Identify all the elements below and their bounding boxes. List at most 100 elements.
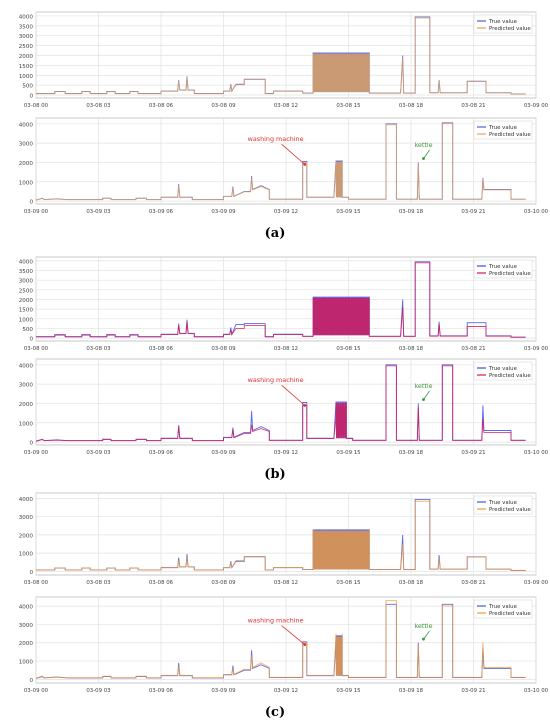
x-tick-label: 03-09 18 — [399, 688, 424, 694]
y-tick-label: 1000 — [19, 317, 34, 323]
y-tick-label: 500 — [22, 84, 33, 90]
series-predicted-value-line — [36, 262, 526, 338]
x-tick-label: 03-08 15 — [336, 103, 360, 109]
x-tick-label: 03-09 12 — [274, 688, 298, 694]
y-tick-label: 3500 — [19, 24, 34, 30]
panel-a-caption: (a) — [264, 226, 286, 241]
annotation-arrowhead — [303, 403, 307, 407]
y-tick-label: 1500 — [19, 308, 34, 314]
y-tick-label: 2000 — [19, 161, 34, 167]
legend-label: Predicted value — [489, 271, 531, 277]
x-tick-label: 03-09 21 — [461, 450, 485, 456]
x-tick-label: 03-09 12 — [274, 450, 298, 456]
x-tick-label: 03-10 00 — [524, 209, 549, 215]
x-tick-label: 03-08 03 — [86, 103, 110, 109]
series-predicted-value-line — [36, 17, 526, 95]
annotation-label: kettle — [414, 141, 432, 149]
x-tick-label: 03-09 18 — [399, 209, 424, 215]
x-tick-label: 03-09 15 — [336, 688, 360, 694]
x-tick-label: 03-08 18 — [399, 580, 424, 586]
x-tick-label: 03-08 00 — [24, 103, 49, 109]
legend-label: Predicted value — [489, 373, 531, 379]
y-tick-label: 2000 — [19, 533, 34, 539]
x-tick-label: 03-09 21 — [461, 688, 485, 694]
y-tick-label: 2500 — [19, 44, 34, 50]
x-tick-label: 03-09 00 — [524, 346, 549, 352]
annotation-label: kettle — [414, 382, 432, 390]
legend-label: True value — [488, 19, 518, 25]
y-tick-label: 1000 — [19, 180, 34, 186]
x-tick-label: 03-09 03 — [86, 209, 110, 215]
x-tick-label: 03-09 00 — [24, 209, 49, 215]
panel-b-bottom-chart: 0 1000 2000 3000 4000 03-09 00 03-09 03 03-09 0… — [19, 358, 549, 456]
panel-a: 0 500 1000 1500 2000 2500 3000 3500 4000 03-08 00… — [0, 0, 550, 245]
annotation-arrowhead — [303, 643, 307, 646]
y-tick-label: 3000 — [19, 623, 34, 629]
x-tick-label: 03-08 06 — [149, 103, 174, 109]
panel-a-top-chart: 0 500 1000 1500 2000 2500 3000 3500 4000 03-08 00… — [19, 11, 549, 109]
annotation-label: washing machine — [248, 376, 304, 384]
legend-box — [473, 120, 533, 140]
x-tick-label: 03-09 00 — [524, 580, 549, 586]
y-tick-label: 2500 — [19, 288, 34, 294]
x-tick-label: 03-09 09 — [211, 450, 236, 456]
x-tick-label: 03-08 18 — [399, 346, 424, 352]
x-tick-label: 03-09 06 — [149, 209, 174, 215]
y-tick-label: 0 — [29, 337, 33, 343]
series-predicted-value-line — [35, 365, 526, 442]
x-tick-label: 03-09 15 — [336, 209, 360, 215]
x-tick-label: 03-08 12 — [274, 580, 298, 586]
x-tick-label: 03-09 18 — [399, 450, 424, 456]
y-tick-label: 0 — [29, 200, 33, 206]
x-tick-label: 03-08 12 — [274, 103, 298, 109]
x-tick-label: 03-09 06 — [149, 450, 174, 456]
x-tick-label: 03-08 09 — [211, 346, 236, 352]
annotation-arrow — [281, 143, 306, 165]
y-tick-label: 4000 — [19, 497, 34, 503]
y-tick-label: 2000 — [19, 641, 34, 647]
legend-box — [473, 14, 533, 34]
legend-label: Predicted value — [489, 507, 531, 513]
annotation-arrow — [281, 384, 306, 406]
legend-box — [473, 495, 533, 515]
x-tick-label: 03-09 00 — [24, 688, 49, 694]
annotation-arrowhead — [422, 157, 425, 160]
annotation-arrow — [281, 625, 306, 645]
y-tick-label: 4000 — [19, 259, 34, 265]
annotation-label: kettle — [414, 622, 432, 630]
y-tick-label: 4000 — [19, 14, 34, 20]
x-tick-label: 03-08 03 — [86, 580, 110, 586]
x-tick-label: 03-08 09 — [211, 580, 236, 586]
x-tick-label: 03-09 03 — [86, 688, 110, 694]
y-tick-label: 3000 — [19, 142, 34, 148]
y-tick-label: 3000 — [19, 515, 34, 521]
legend-box — [473, 361, 533, 381]
y-tick-label: 2000 — [19, 54, 34, 60]
x-tick-label: 03-09 15 — [336, 450, 360, 456]
y-tick-label: 2000 — [19, 402, 34, 408]
legend-box — [473, 599, 533, 619]
annotation-arrow — [423, 149, 430, 159]
y-tick-label: 3000 — [19, 279, 34, 285]
x-tick-label: 03-09 09 — [211, 209, 236, 215]
y-tick-label: 1000 — [19, 421, 34, 427]
y-tick-label: 1000 — [19, 552, 34, 558]
x-tick-label: 03-08 06 — [149, 346, 174, 352]
y-tick-label: 3500 — [19, 269, 34, 275]
x-tick-label: 03-08 03 — [86, 346, 110, 352]
x-tick-label: 03-09 03 — [86, 450, 110, 456]
y-tick-label: 0 — [29, 441, 33, 447]
x-tick-label: 03-09 12 — [274, 209, 298, 215]
y-tick-label: 1000 — [19, 660, 34, 666]
x-tick-label: 03-09 21 — [461, 209, 485, 215]
y-tick-label: 500 — [22, 327, 33, 333]
y-tick-label: 4000 — [19, 122, 34, 128]
y-tick-label: 4000 — [19, 363, 34, 369]
series-predicted-value-line — [35, 123, 526, 201]
x-tick-label: 03-08 12 — [274, 346, 298, 352]
y-tick-label: 4000 — [19, 605, 34, 611]
panel-b-top-chart: 0 500 1000 1500 2000 2500 3000 3500 4000 03-08 00… — [19, 256, 549, 352]
panel-c-caption: (c) — [264, 705, 286, 720]
annotation-arrow — [423, 390, 430, 400]
y-tick-label: 3000 — [19, 34, 34, 40]
